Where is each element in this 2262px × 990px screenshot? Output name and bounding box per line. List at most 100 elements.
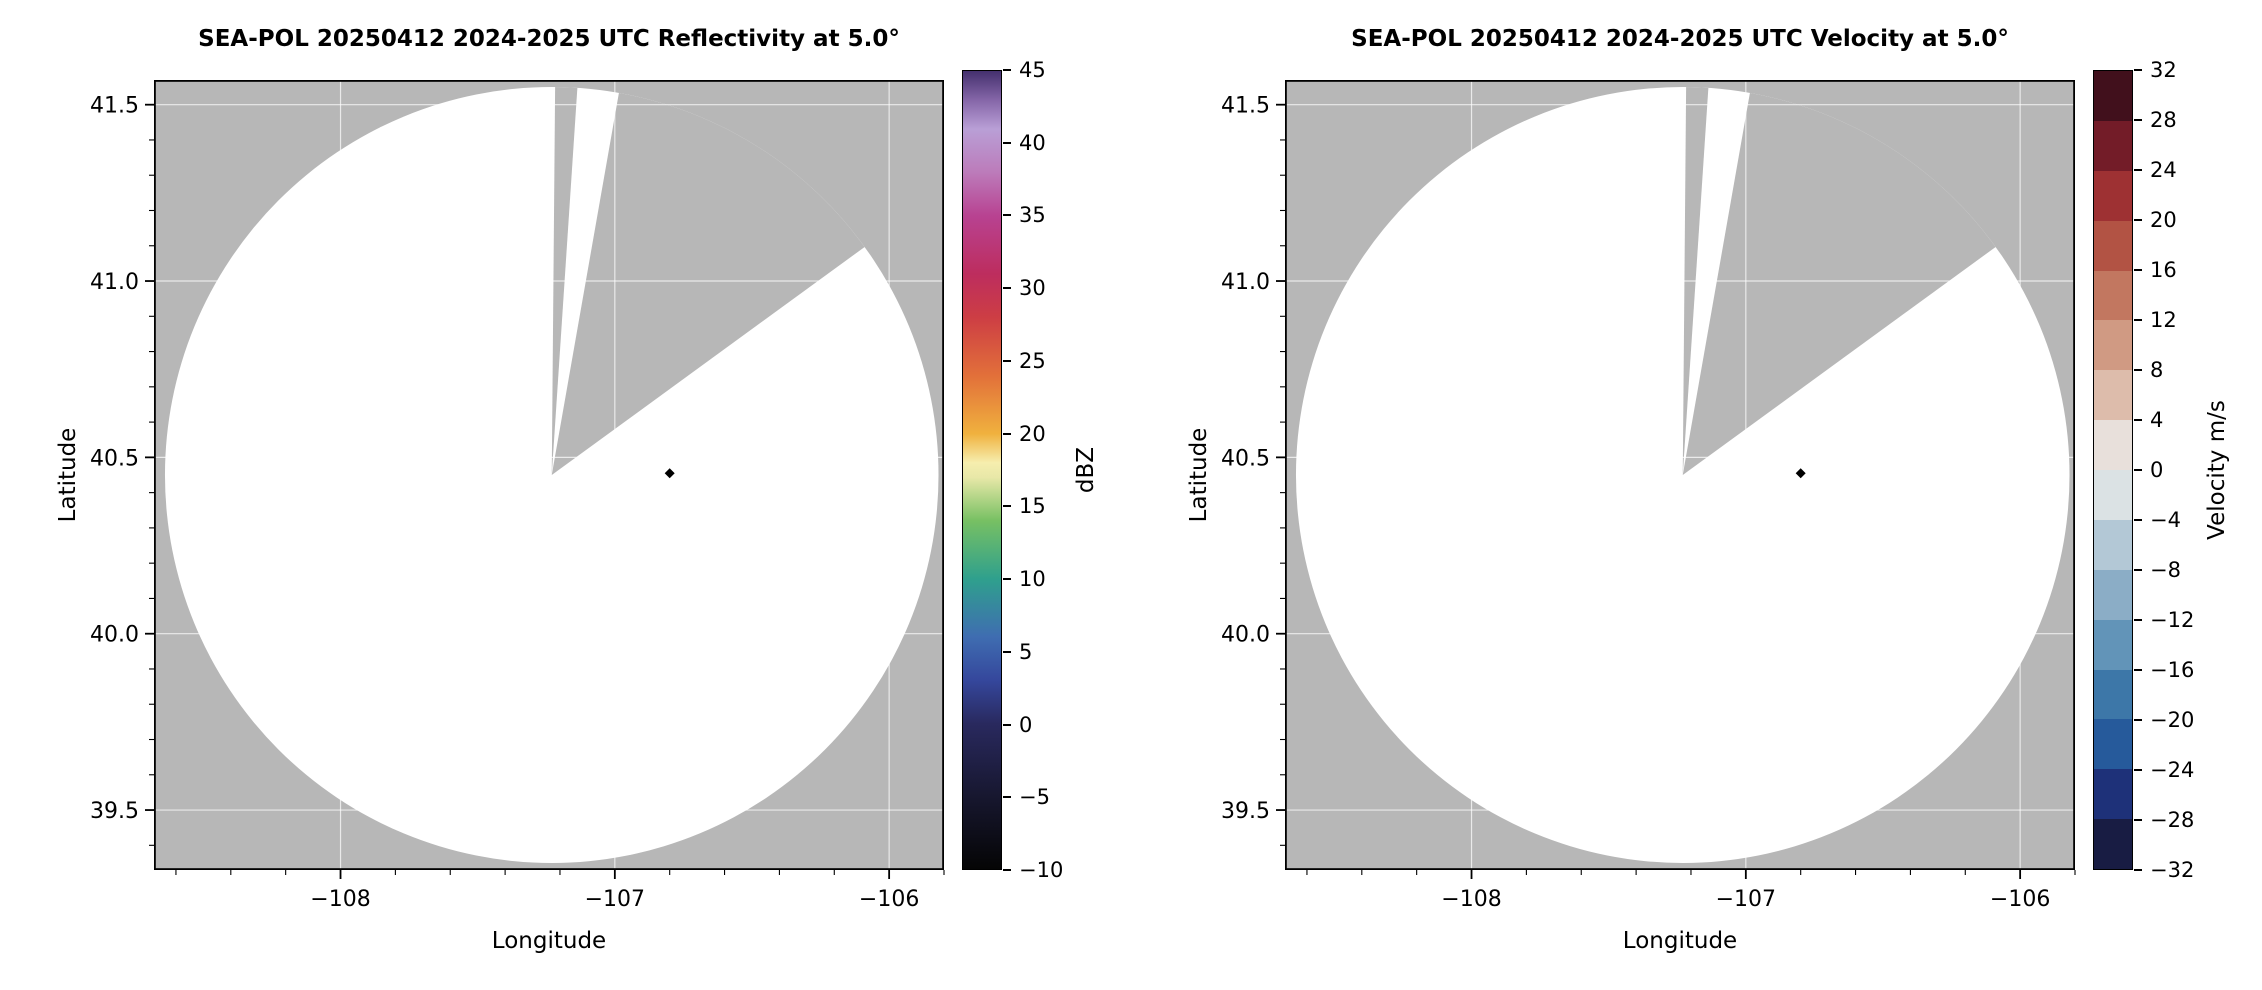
reflectivity-panel: SEA-POL 20250412 2024-2025 UTC Reflectiv… [55,26,1099,954]
colorbar-tick [1003,869,1011,871]
missing-sector-group [1682,87,2070,475]
colorbar-tick [2134,869,2142,871]
plot-border [1284,79,2076,871]
colorbar-tick-label: 45 [1019,58,1046,82]
colorbar-tick-container: −10 −5 0 5 10 15 20 25 30 35 40 45 [962,58,1063,882]
velocity-panel: SEA-POL 20250412 2024-2025 UTC Velocity … [1131,0,2262,990]
colorbar-tick [2134,369,2142,371]
y-tick-label: 40.0 [1221,623,1270,648]
missing-data-sector [551,87,591,475]
colorbar-tick [1003,141,1011,144]
colorbar-tick-container: −32 −28 −24 −20 −16 −12 −8 −4 0 4 8 12 16 20 24 28 32 [2093,58,2194,882]
colorbar-tick [1003,796,1011,799]
colorbar-tick [2134,419,2142,421]
colorbar-segment [2094,270,2132,321]
y-tick-label: 39.5 [1221,799,1270,824]
colorbar-tick-label: −16 [2150,658,2195,682]
colorbar-tick-label: 10 [1019,567,1046,592]
colorbar-unit-label: Velocity m/s [2204,400,2230,540]
colorbar-tick-label: 15 [1019,494,1046,519]
colorbar-segment [2094,170,2132,221]
colorbar-segment [2094,71,2132,121]
x-tick-label: −106 [1990,887,2050,912]
colorbar-segment [2094,320,2132,371]
colorbar-tick [2134,819,2142,821]
colorbar-tick [2134,719,2142,721]
colorbar-segment [2094,669,2132,720]
colorbar-tick-label: 25 [1019,348,1046,373]
colorbar-segment [2094,220,2132,271]
colorbar-tick [1003,359,1011,362]
colorbar-tick-label: −5 [1019,785,1050,810]
plot-area: −108 −107 −106 39.5 40.0 40.5 41.0 41.5 [1221,79,2076,912]
colorbar-unit-label: dBZ [1073,446,1099,494]
colorbar-segment [2094,769,2132,820]
colorbar-gradient [962,70,1002,870]
colorbar-tick-label: 16 [2150,258,2177,282]
colorbar-tick-label: 35 [1019,203,1046,228]
x-axis-label: Longitude [491,928,607,954]
colorbar-tick-label: 8 [2150,358,2164,382]
colorbar-tick-label: −8 [2150,558,2181,582]
colorbar-tick-label: 24 [2150,158,2177,182]
colorbar-tick [1003,432,1011,435]
missing-sector-group [551,87,939,475]
y-tick-label: 39.5 [90,799,139,824]
y-tick-label: 40.0 [90,623,139,648]
colorbar-segment [2094,719,2132,770]
colorbar-tick [2134,119,2142,121]
x-axis-label: Longitude [1622,928,1738,954]
page-title: SEA-POL 20250412 2024-2025 UTC Velocity … [1351,26,2009,52]
colorbar-tick-label: −28 [2150,808,2195,832]
y-tick-label: 41.0 [90,270,139,295]
colorbar-tick-label: 20 [2150,208,2177,232]
colorbar-tick-label: −10 [1019,858,1064,882]
colorbar-segment [2094,420,2132,470]
colorbar-tick [2134,669,2142,671]
colorbar-tick-label: 20 [1019,421,1046,446]
colorbar-tick-label: −20 [2150,708,2195,732]
colorbar-tick-label: −4 [2150,508,2181,532]
colorbar-segment [2094,619,2132,670]
colorbar-tick [2134,769,2142,771]
y-axis-label: Latitude [1186,427,1212,523]
missing-data-sector [551,87,939,475]
colorbar-tick [2134,219,2142,221]
colorbar-tick-label: 28 [2150,108,2177,132]
colorbar-tick-label: 30 [1019,276,1046,301]
colorbar-tick [2134,519,2142,521]
colorbar-tick [1003,69,1011,71]
colorbar-tick-label: 5 [1019,639,1033,664]
colorbar-tick [2134,269,2142,271]
colorbar-gradient [2093,70,2133,870]
colorbar: −32 −28 −24 −20 −16 −12 −8 −4 0 4 8 12 16 20 24 28 32 [2093,58,2194,882]
colorbar: −10 −5 0 5 10 15 20 25 30 35 40 45 [962,58,1063,882]
colorbar-tick [1003,650,1011,653]
missing-data-sector [1682,87,2070,475]
site-marker-diamond [1795,468,1806,479]
colorbar-tick [2134,619,2142,621]
colorbar-tick-label: −24 [2150,758,2195,782]
colorbar-tick-label: 0 [1019,712,1033,737]
colorbar-tick-label: 32 [2150,58,2177,82]
colorbar-segment [2094,370,2132,421]
y-tick-label: 40.5 [90,446,139,471]
colorbar-tick [1003,578,1011,581]
colorbar-segment [2094,519,2132,570]
page-title: SEA-POL 20250412 2024-2025 UTC Reflectiv… [198,26,900,52]
colorbar-segment [2094,819,2132,869]
colorbar-segment [2094,470,2132,520]
y-tick-label: 41.5 [90,94,139,119]
radar-ppi-plot: −108 −107 −106 39.5 40.0 40.5 41.0 41.5 [90,79,945,912]
x-tick-label: −108 [1441,887,1501,912]
y-tick-label: 41.0 [1221,270,1270,295]
y-axis-label: Latitude [55,427,81,523]
x-tick-label: −106 [859,887,919,912]
colorbar-tick [2134,469,2142,471]
plot-border [153,79,945,871]
colorbar-tick-label: −32 [2150,858,2195,882]
y-tick-label: 40.5 [1221,446,1270,471]
colorbar-tick [1003,214,1011,217]
missing-data-sector [1682,87,1722,475]
